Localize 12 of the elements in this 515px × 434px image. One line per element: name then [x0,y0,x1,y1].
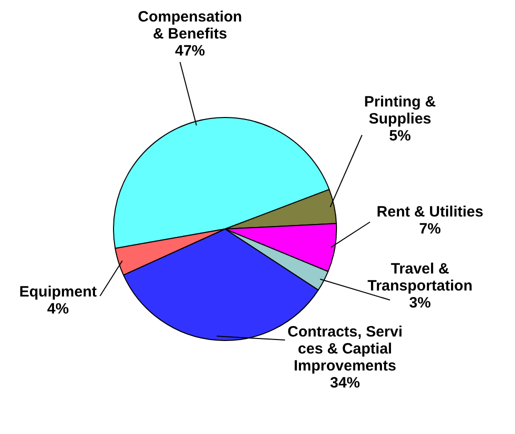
slice-label: Contracts, Servi ces & Captial Improvements [287,324,403,375]
data-label: 7% [419,220,441,238]
data-label: 47% [174,42,206,60]
data-label: 3% [409,294,431,312]
slice-label: Travel & Transportation [367,260,473,295]
slice-label: Rent & Utilities [376,204,484,221]
data-label: 34% [330,374,360,392]
slice-label: Printing & Supplies [364,94,436,128]
slice-label: Compensation & Benefits [138,8,242,43]
slice-label: Equipment [19,284,97,301]
data-label: 4% [47,300,69,318]
data-label: 5% [389,128,411,145]
